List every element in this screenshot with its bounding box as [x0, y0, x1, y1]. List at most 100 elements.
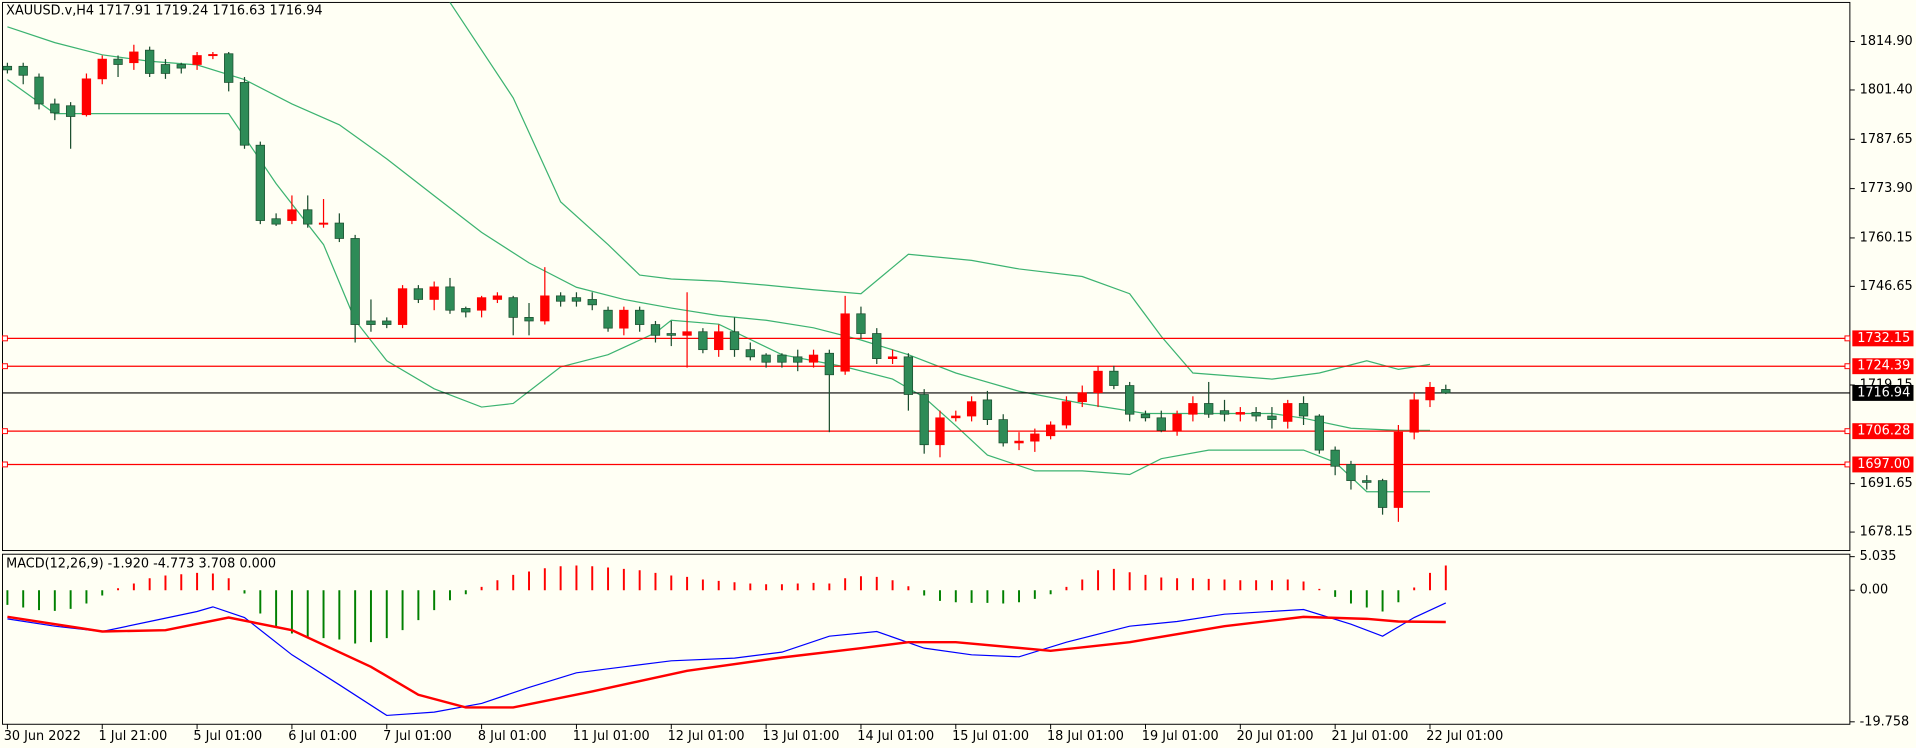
- level-marker: [2, 428, 8, 435]
- candle-body: [492, 295, 503, 300]
- candle-body: [18, 65, 28, 76]
- candle-body: [224, 53, 234, 83]
- candle-body: [65, 105, 76, 117]
- candle-body: [856, 313, 866, 334]
- candle-body: [587, 299, 597, 306]
- candle-body: [113, 58, 123, 65]
- candle-body: [208, 54, 218, 57]
- x-tick-label: 7 Jul 01:00: [383, 729, 452, 744]
- y-tick-label: 1773.90: [1860, 181, 1913, 196]
- y-tick-label: 1814.90: [1860, 34, 1913, 49]
- candle-body: [1156, 417, 1166, 431]
- candle-body: [1393, 431, 1404, 508]
- x-tick-label: 13 Jul 01:00: [762, 729, 839, 744]
- candle-body: [1014, 440, 1024, 444]
- level-marker: [1844, 428, 1851, 435]
- candle-body: [192, 55, 202, 65]
- candle-body: [698, 331, 708, 351]
- x-tick-label: 5 Jul 01:00: [193, 729, 262, 744]
- candle-body: [1251, 412, 1261, 417]
- y-tick-label: 0.00: [1860, 583, 1889, 598]
- candle-body: [97, 58, 107, 80]
- macd-plot: [6, 565, 1447, 717]
- level-marker: [2, 461, 8, 468]
- candle-body: [524, 317, 534, 322]
- candle-body: [840, 313, 850, 372]
- y-tick-label: -19.758: [1860, 714, 1910, 729]
- candle-body: [1362, 480, 1372, 483]
- level-label: 1697.00: [1857, 457, 1910, 472]
- candle-body: [366, 320, 376, 325]
- candle-body: [34, 76, 44, 105]
- y-tick-label: 1760.15: [1860, 230, 1913, 245]
- candle-body: [287, 209, 297, 221]
- candle-body: [650, 324, 661, 336]
- candle-body: [555, 295, 566, 302]
- candle-body: [129, 51, 139, 64]
- candle-body: [1377, 480, 1388, 508]
- candle-body: [777, 354, 787, 363]
- x-tick-label: 14 Jul 01:00: [857, 729, 934, 744]
- candle-body: [1346, 464, 1356, 481]
- candle-body: [160, 64, 171, 74]
- candle-body: [1172, 413, 1182, 431]
- x-tick-label: 21 Jul 01:00: [1331, 729, 1408, 744]
- candle-body: [887, 356, 898, 360]
- candle-body: [461, 308, 471, 313]
- candle-body: [1283, 403, 1293, 422]
- current-price-box: [1852, 384, 1914, 401]
- macd-panel-frame: [2, 553, 1851, 725]
- candle-body: [445, 286, 455, 311]
- candle-body: [2, 65, 13, 71]
- level-label: 1732.15: [1857, 331, 1910, 346]
- candle-body: [508, 297, 518, 318]
- main-panel-frame: [2, 1, 1851, 552]
- candle-body: [793, 356, 803, 363]
- x-tick-label: 18 Jul 01:00: [1047, 729, 1124, 744]
- labels: 30 Jun 2022 1 Jul 21:00 5 Jul 01:00 6 Jul 0…: [2, 34, 1914, 744]
- candle-body: [1219, 410, 1230, 415]
- y-tick-label: 5.035: [1860, 549, 1897, 564]
- candle-body: [1061, 401, 1072, 426]
- candle-body: [476, 297, 487, 311]
- x-tick-label: 8 Jul 01:00: [478, 729, 547, 744]
- x-tick-label: 1 Jul 21:00: [99, 729, 168, 744]
- candle-body: [808, 354, 819, 363]
- y-tick-label: 1678.15: [1860, 525, 1913, 540]
- candle-body: [1109, 370, 1119, 386]
- candle-body: [1093, 370, 1103, 394]
- y-tick-label: 1691.65: [1860, 476, 1913, 491]
- candle-body: [824, 352, 834, 376]
- candle-body: [682, 331, 692, 336]
- candle-body: [729, 331, 740, 351]
- x-tick-label: 19 Jul 01:00: [1142, 729, 1219, 744]
- main-plot: [2, 2, 1850, 522]
- candle-body: [350, 238, 360, 325]
- current-price-label: 1716.94: [1857, 385, 1910, 400]
- candle-body: [998, 419, 1008, 444]
- candle-body: [397, 288, 408, 325]
- indicator-line: [7, 602, 1447, 717]
- candle-body: [1045, 424, 1056, 437]
- candle-body: [745, 349, 755, 358]
- candle-body: [81, 78, 92, 116]
- chart-title: XAUUSD.v,H4 1717.91 1719.24 1716.63 1716…: [6, 4, 322, 19]
- candle-body: [982, 399, 993, 420]
- x-tick-label: 12 Jul 01:00: [668, 729, 745, 744]
- level-label-box: [1852, 330, 1914, 347]
- candle-body: [255, 144, 265, 221]
- x-tick-label: 6 Jul 01:00: [288, 729, 357, 744]
- candle-body: [1425, 386, 1435, 401]
- candle-body: [619, 309, 629, 329]
- level-marker: [1844, 335, 1851, 342]
- x-tick-label: 11 Jul 01:00: [573, 729, 650, 744]
- candle-body: [1298, 403, 1309, 417]
- level-label-box: [1852, 423, 1914, 440]
- candle-body: [50, 103, 60, 114]
- indicator-line: [7, 26, 1430, 431]
- candle-body: [1409, 399, 1419, 433]
- candle-body: [603, 309, 613, 329]
- candle-body: [303, 209, 313, 225]
